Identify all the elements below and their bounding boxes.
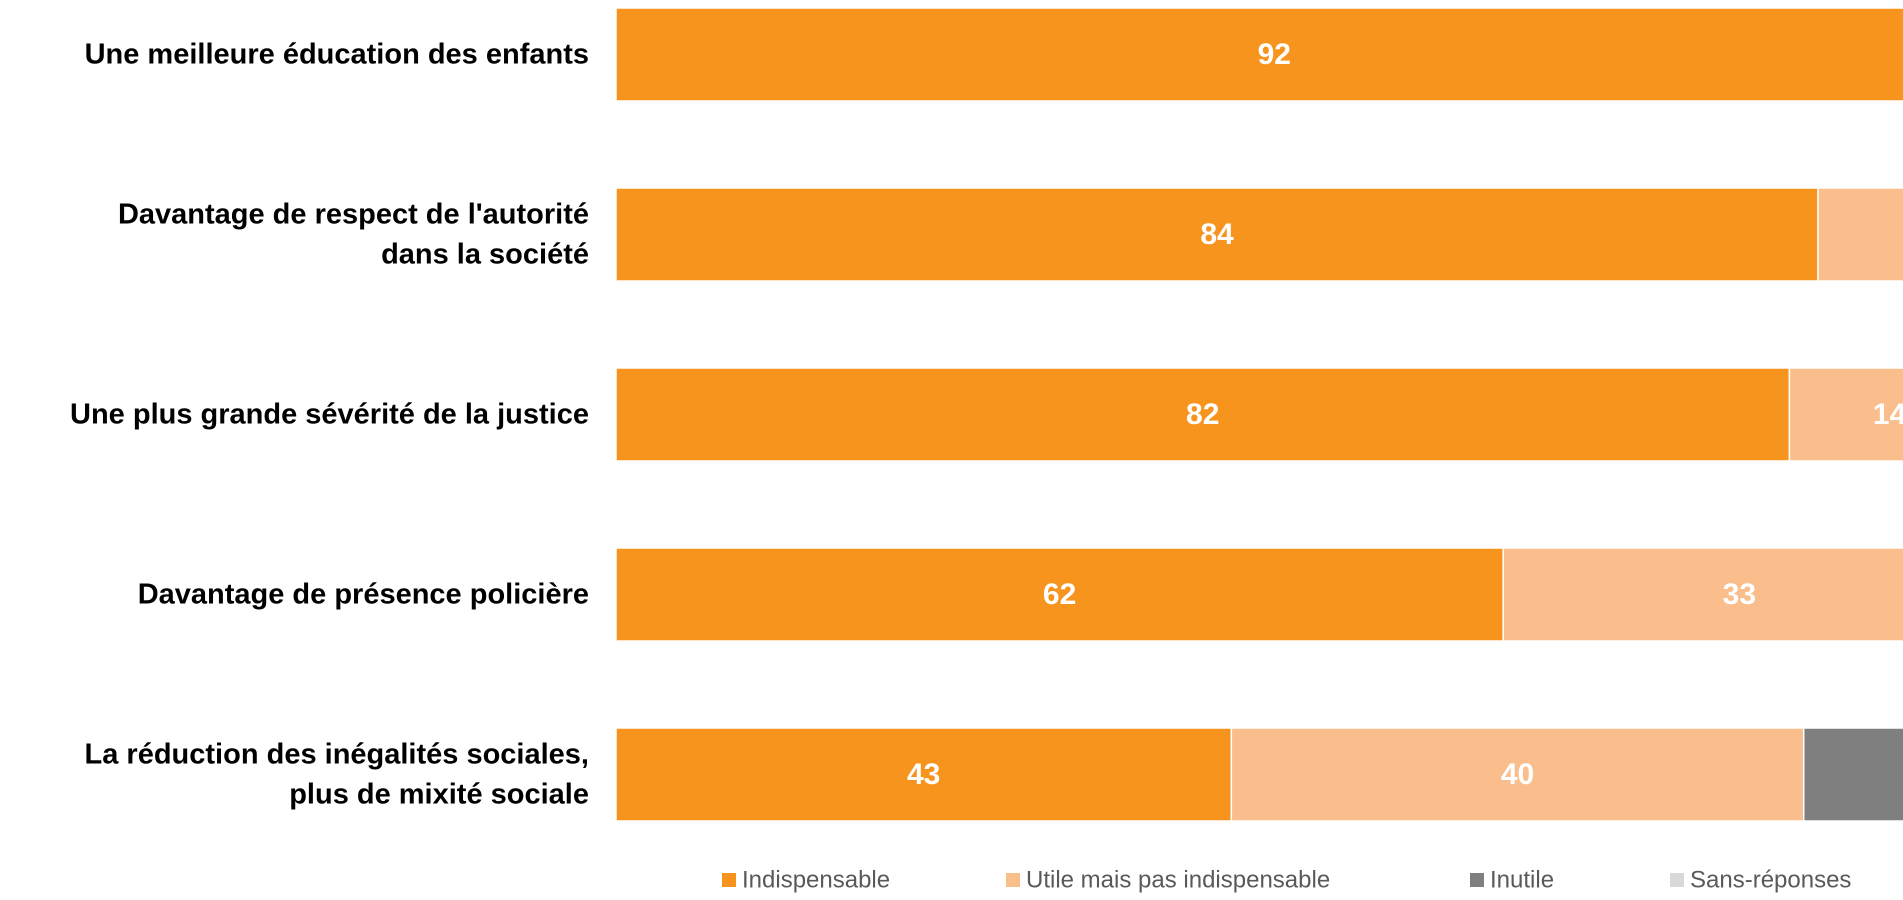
category-label: Une meilleure éducation des enfants <box>85 39 589 71</box>
legend-item-utile-mais-pas-indispensable: Utile mais pas indispensable <box>1006 867 1330 894</box>
legend-item-inutile: Inutile <box>1470 867 1554 894</box>
data-label: 14 <box>1902 218 1903 251</box>
bar-segment-indispensable <box>615 727 1233 822</box>
legend: Indispensable Utile mais pas indispensabl… <box>722 867 1851 894</box>
category-label-line: plus de mixité sociale <box>289 779 589 811</box>
data-label: 43 <box>907 758 940 791</box>
data-label: 62 <box>1043 578 1076 611</box>
bar-segment-utile-mais-pas-indispensable <box>1230 727 1805 822</box>
legend-label: Utile mais pas indispensable <box>1026 867 1330 894</box>
legend-swatch <box>722 873 736 887</box>
category-label-line: Davantage de respect de l'autorité <box>118 199 589 231</box>
bar-segment-indispensable <box>615 7 1903 102</box>
category-label-line: La réduction des inégalités sociales, <box>85 739 589 771</box>
legend-item-indispensable: Indispensable <box>722 867 890 894</box>
bar-segment-inutile <box>1802 727 1903 822</box>
category-label-line: Une meilleure éducation des enfants <box>85 39 589 71</box>
category-label: Davantage de présence policière <box>138 579 589 611</box>
data-label: 84 <box>1200 218 1234 251</box>
bar-segment-utile-mais-pas-indispensable <box>1788 367 1903 462</box>
legend-swatch <box>1670 873 1684 887</box>
category-label: La réduction des inégalités sociales, plu… <box>85 739 589 811</box>
data-label: 92 <box>1258 38 1291 71</box>
legend-swatch <box>1470 873 1484 887</box>
category-label-line: dans la société <box>381 239 589 271</box>
category-label: Une plus grande sévérité de la justice <box>70 399 589 431</box>
category-label-line: Davantage de présence policière <box>138 579 589 611</box>
bar-segment-utile-mais-pas-indispensable <box>1817 187 1903 282</box>
legend-label: Inutile <box>1490 867 1554 894</box>
bar-segment-utile-mais-pas-indispensable <box>1502 547 1903 642</box>
bars-layer: 9271841428214462335434017 <box>615 7 1903 822</box>
legend-label: Sans-réponses <box>1690 867 1851 894</box>
legend-swatch <box>1006 873 1020 887</box>
data-label: 33 <box>1723 578 1756 611</box>
data-label: 82 <box>1186 398 1219 431</box>
bar-segment-indispensable <box>615 187 1819 282</box>
legend-item-sans-reponses: Sans-réponses <box>1670 867 1851 894</box>
bar-segment-indispensable <box>615 367 1791 462</box>
bar-segment-indispensable <box>615 547 1504 642</box>
data-label: 40 <box>1501 758 1534 791</box>
data-label: 14 <box>1873 398 1903 431</box>
category-labels: Une meilleure éducation des enfants Davan… <box>70 39 589 811</box>
legend-label: Indispensable <box>742 867 890 894</box>
category-label-line: Une plus grande sévérité de la justice <box>70 399 589 431</box>
category-label: Davantage de respect de l'autorité dans l… <box>118 199 589 271</box>
